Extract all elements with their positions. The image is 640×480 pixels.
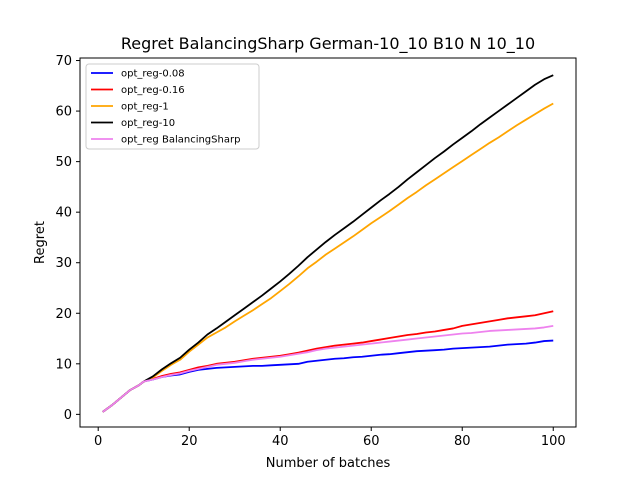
plot-area (79, 57, 577, 428)
plot-frame (79, 57, 577, 428)
series-line-3 (102, 74, 554, 413)
legend-label-0: opt_reg-0.08 (121, 69, 185, 80)
x-tick-label-2: 40 (272, 434, 289, 449)
series-layer (102, 74, 554, 413)
y-tick-label-3: 30 (55, 256, 72, 271)
chart-title: Regret BalancingSharp German-10_10 B10 N… (121, 34, 535, 54)
x-tick-label-5: 100 (541, 434, 566, 449)
series-line-2 (102, 102, 554, 413)
legend-label-4: opt_reg BalancingSharp (121, 135, 240, 146)
y-axis-label: Regret (33, 221, 48, 264)
legend-label-1: opt_reg-0.16 (121, 85, 185, 96)
x-tick-label-1: 20 (181, 434, 198, 449)
x-axis: 0 20 40 60 80 100 (94, 427, 566, 449)
series-line-1 (102, 310, 554, 413)
y-tick-label-2: 20 (55, 307, 72, 322)
y-tick-label-1: 10 (55, 357, 72, 372)
y-tick-label-7: 70 (55, 54, 72, 69)
legend-items: opt_reg-0.08 opt_reg-0.16 opt_reg-1 opt_reg… (91, 69, 240, 146)
legend-label-3: opt_reg-10 (121, 118, 175, 129)
y-tick-label-6: 60 (55, 105, 72, 120)
y-tick-label-5: 50 (55, 155, 72, 170)
legend: opt_reg-0.08 opt_reg-0.16 opt_reg-1 opt_reg… (85, 63, 260, 150)
legend-box (85, 63, 260, 150)
y-axis: 0 10 20 30 40 50 60 70 (55, 54, 80, 423)
legend-label-2: opt_reg-1 (121, 102, 169, 113)
x-tick-label-4: 80 (454, 434, 471, 449)
x-tick-label-3: 60 (363, 434, 380, 449)
y-tick-label-0: 0 (64, 408, 72, 423)
x-axis-label: Number of batches (266, 456, 391, 471)
series-line-4 (102, 325, 554, 413)
x-tick-label-0: 0 (94, 434, 102, 449)
y-tick-label-4: 40 (55, 206, 72, 221)
